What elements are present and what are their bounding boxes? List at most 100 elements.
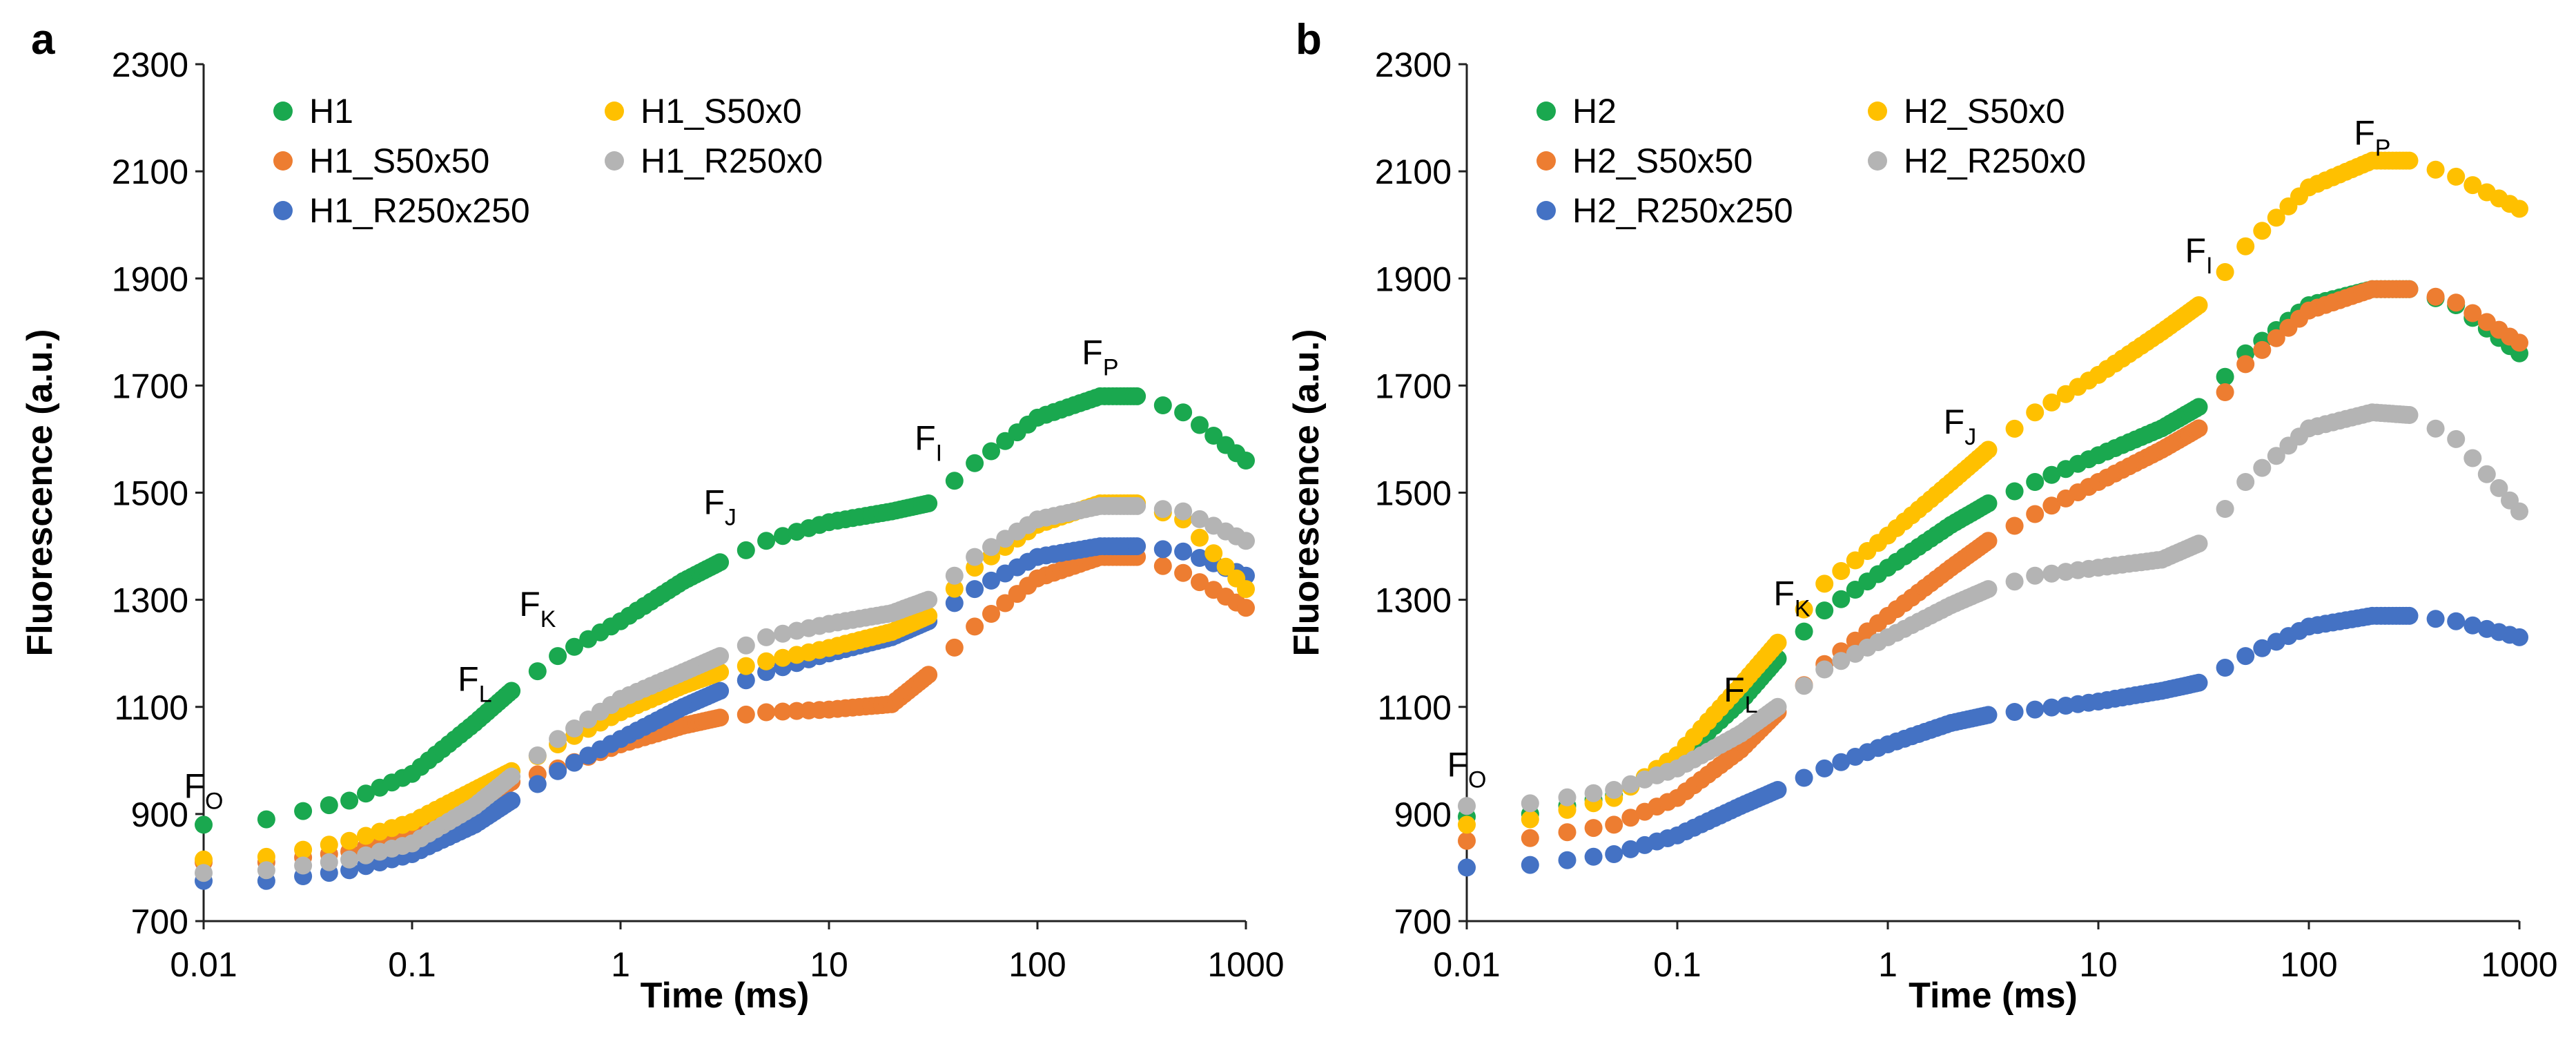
x-axis-title: Time (ms) bbox=[1909, 976, 2078, 1016]
annotation-label: FK bbox=[1773, 574, 1811, 621]
data-point bbox=[2005, 703, 2024, 721]
data-point bbox=[2463, 616, 2482, 635]
data-point bbox=[2426, 287, 2445, 306]
data-point bbox=[774, 648, 792, 667]
data-point bbox=[1204, 427, 1223, 445]
data-point bbox=[1174, 502, 1193, 521]
data-point bbox=[2026, 403, 2045, 422]
data-point bbox=[2189, 673, 2208, 692]
series-h2-r250x250 bbox=[1458, 606, 2528, 877]
data-point bbox=[982, 605, 1000, 623]
annotation-subscript: K bbox=[540, 606, 556, 632]
data-point bbox=[2447, 293, 2466, 312]
data-point bbox=[1191, 416, 1209, 434]
data-point bbox=[2510, 502, 2528, 521]
data-point bbox=[357, 827, 375, 845]
data-point bbox=[736, 657, 755, 675]
annotation-subscript: I bbox=[936, 440, 942, 466]
data-point bbox=[2490, 479, 2508, 497]
data-point bbox=[1191, 510, 1209, 528]
data-point bbox=[1815, 601, 1834, 620]
data-point bbox=[1621, 775, 1640, 793]
data-point bbox=[1128, 496, 1146, 515]
data-point bbox=[2510, 334, 2528, 352]
x-tick-label: 100 bbox=[1008, 945, 1066, 984]
data-point bbox=[2216, 367, 2234, 386]
annotation-subscript: J bbox=[1964, 424, 1976, 450]
x-tick-label: 1000 bbox=[1207, 945, 1284, 984]
annotation-label: FO bbox=[1447, 746, 1487, 793]
data-point bbox=[2026, 505, 2045, 523]
data-point bbox=[1832, 562, 1851, 580]
data-point bbox=[966, 580, 984, 599]
legend-marker bbox=[273, 102, 293, 121]
legend: H1 H1_S50x0 H1_S50x50 H1_R250x0 H1_R250x250 bbox=[273, 92, 823, 230]
data-point bbox=[1795, 622, 1813, 641]
data-point bbox=[528, 662, 547, 681]
data-point bbox=[1768, 697, 1787, 716]
data-point bbox=[711, 553, 730, 572]
x-tick-label: 0.1 bbox=[1653, 945, 1701, 984]
data-point bbox=[2447, 429, 2466, 448]
legend-marker bbox=[1536, 102, 1556, 121]
data-point bbox=[1558, 823, 1577, 842]
data-point bbox=[2267, 209, 2285, 227]
data-point bbox=[1153, 540, 1172, 559]
data-point bbox=[1458, 831, 1476, 850]
data-point bbox=[945, 472, 964, 490]
data-point bbox=[1237, 599, 1255, 617]
data-point bbox=[2189, 398, 2208, 416]
annotation-main: F bbox=[2354, 113, 2375, 152]
data-point bbox=[2447, 167, 2466, 186]
data-point bbox=[2253, 222, 2272, 240]
data-point bbox=[736, 671, 755, 690]
legend-label: H2_S50x0 bbox=[1904, 92, 2065, 131]
data-point bbox=[357, 784, 375, 803]
data-point bbox=[2426, 610, 2445, 628]
data-point bbox=[2189, 296, 2208, 314]
panel-label: b bbox=[1296, 16, 1322, 64]
data-point bbox=[774, 702, 792, 721]
data-point bbox=[2236, 355, 2255, 374]
data-point bbox=[357, 846, 375, 864]
annotation-main: F bbox=[184, 767, 206, 806]
data-point bbox=[2426, 419, 2445, 438]
annotation-subscript: O bbox=[205, 789, 223, 815]
annotation-main: F bbox=[519, 585, 540, 624]
annotation-label: FK bbox=[519, 585, 556, 632]
data-point bbox=[1191, 573, 1209, 592]
data-point bbox=[1174, 563, 1193, 582]
data-point bbox=[1458, 815, 1476, 834]
series-h2-s50x0 bbox=[1458, 151, 2528, 834]
data-point bbox=[195, 815, 213, 834]
data-point bbox=[2253, 639, 2272, 657]
data-point bbox=[1768, 633, 1787, 652]
y-tick-label: 1300 bbox=[1375, 581, 1452, 620]
legend-marker bbox=[1868, 102, 1887, 121]
legend-label: H1_S50x0 bbox=[641, 92, 802, 131]
data-point bbox=[1621, 840, 1640, 858]
data-point bbox=[1521, 794, 1539, 813]
y-tick-label: 700 bbox=[131, 902, 188, 941]
data-point bbox=[1237, 452, 1255, 470]
data-point bbox=[1979, 580, 1998, 599]
data-point bbox=[320, 796, 338, 815]
data-point bbox=[2216, 263, 2234, 281]
annotation-main: F bbox=[458, 659, 479, 698]
legend-marker bbox=[273, 201, 293, 220]
legend-label: H2 bbox=[1572, 92, 1617, 131]
data-point bbox=[2400, 606, 2419, 625]
data-point bbox=[2189, 534, 2208, 553]
data-point bbox=[340, 791, 359, 810]
data-point bbox=[2005, 419, 2024, 438]
data-point bbox=[2267, 447, 2285, 465]
data-point bbox=[1605, 781, 1623, 799]
data-point bbox=[757, 652, 776, 670]
annotation-label: FJ bbox=[703, 483, 736, 531]
data-point bbox=[1832, 753, 1851, 771]
data-point bbox=[982, 538, 1000, 557]
data-point bbox=[1558, 851, 1577, 869]
data-point bbox=[774, 624, 792, 643]
data-point bbox=[1621, 809, 1640, 827]
data-point bbox=[2216, 500, 2234, 518]
